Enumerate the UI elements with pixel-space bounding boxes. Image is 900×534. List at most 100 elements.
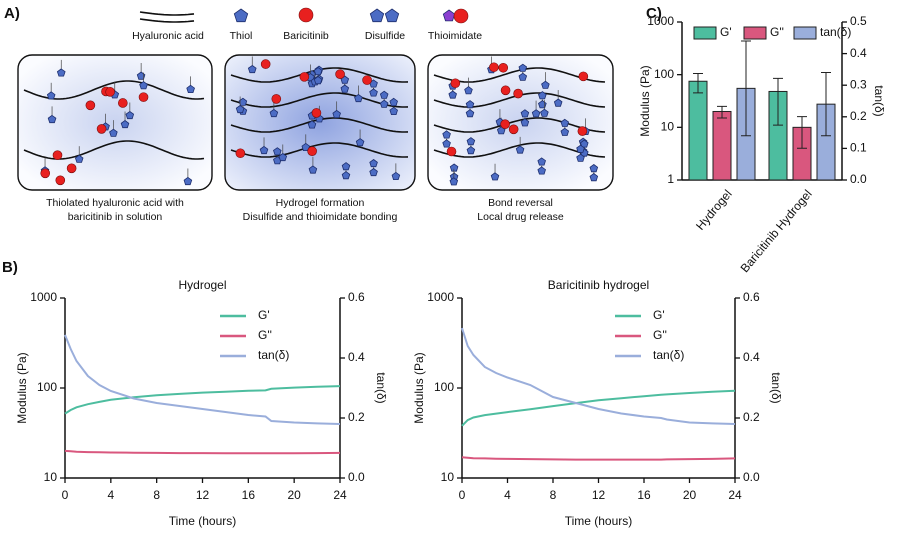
thiol-icon [341, 162, 351, 171]
y2-tick-label: 0.2 [850, 109, 867, 123]
thiol-icon [313, 76, 323, 85]
drug-icon [260, 59, 271, 69]
drug-icon [66, 163, 77, 174]
thiol-icon [340, 84, 350, 93]
y2-axis-label: tan(δ) [769, 372, 783, 403]
thiol-icon [238, 97, 248, 106]
thiol-icon [354, 94, 363, 103]
error-bar [821, 72, 831, 137]
thiol-icon [576, 153, 585, 162]
x-tick-label: 12 [592, 488, 606, 502]
bar [712, 110, 732, 181]
legend-label: G'' [653, 328, 667, 342]
thiol-icon [531, 109, 541, 118]
y-tick-label: 1000 [427, 290, 454, 304]
thiol-icon [120, 120, 130, 129]
drug-icon [298, 7, 314, 23]
x-tick-label: 0 [459, 488, 466, 502]
caption: Local drug release [477, 211, 564, 223]
legend-label: G' [720, 25, 732, 39]
drug-icon [500, 85, 511, 96]
drug-icon [362, 75, 372, 85]
thiol-icon [74, 154, 84, 163]
error-bar [773, 77, 783, 126]
thiol-icon [273, 147, 282, 156]
thiol-icon [369, 168, 378, 177]
y-tick-label: 1000 [30, 290, 57, 304]
thiol-icon [369, 88, 378, 97]
thiol-icon [384, 8, 400, 23]
data-line [461, 327, 736, 425]
y-axis-label: Modulus (Pa) [638, 65, 652, 136]
drug-icon [453, 8, 469, 24]
thiol-icon [233, 8, 249, 23]
thiol-icon [520, 109, 530, 118]
x-tick-label: 20 [683, 488, 697, 502]
legend-label: tan(δ) [653, 348, 684, 362]
caption: Hydrogel formation [276, 197, 365, 209]
thiol-icon [46, 91, 56, 100]
y2-tick-label: 0.6 [348, 290, 365, 304]
chart-title: Baricitinib hydrogel [548, 278, 649, 292]
polymer-chain [230, 142, 409, 158]
legend-label: tan(δ) [820, 25, 851, 39]
y2-tick-label: 0.4 [743, 350, 760, 364]
drug-icon [489, 62, 499, 73]
polymer-chain [23, 80, 205, 100]
drug-icon [235, 148, 246, 159]
legend-label: Thiol [230, 30, 253, 42]
thiol-icon [448, 90, 457, 99]
y2-axis-label: tan(δ) [374, 372, 388, 403]
y2-tick-label: 0.4 [348, 350, 365, 364]
x-tick-label: 12 [196, 488, 210, 502]
legend-label: Disulfide [365, 30, 405, 42]
drug-icon [311, 108, 322, 118]
thiol-icon [109, 128, 118, 137]
y2-tick-label: 0.3 [850, 77, 867, 91]
y-tick-label: 100 [434, 380, 454, 394]
legend-swatch [743, 26, 767, 40]
polymer-chain [433, 67, 606, 83]
thiol-icon [553, 98, 563, 107]
thiol-icon [580, 139, 589, 148]
polymer-chain [139, 11, 195, 16]
error-bar [717, 105, 727, 119]
drug-icon [446, 146, 457, 157]
panel-label: A) [4, 5, 20, 22]
thiol-icon [379, 90, 389, 99]
y2-tick-label: 0.6 [743, 290, 760, 304]
thiol-icon [278, 153, 288, 162]
legend-label: tan(δ) [258, 348, 289, 362]
drug-icon [498, 62, 509, 73]
polymer-chain [230, 92, 409, 108]
y-tick-label: 10 [44, 470, 58, 484]
panel-label: C) [646, 5, 662, 22]
data-line [64, 449, 341, 455]
thiol-icon [589, 164, 599, 173]
y-axis-label: Modulus (Pa) [15, 352, 29, 423]
thiol-icon [465, 109, 475, 118]
thiol-icon [139, 81, 148, 90]
thiol-icon [576, 144, 585, 153]
thiol-icon [136, 71, 146, 80]
thiol-icon [518, 63, 528, 72]
drug-icon [508, 124, 519, 135]
drug-icon [500, 119, 510, 129]
drug-icon [105, 87, 115, 97]
thiol-icon [442, 139, 451, 148]
drug-icon [52, 150, 63, 160]
drug-icon [40, 168, 51, 179]
thiol-icon [537, 166, 546, 175]
thiol-icon [355, 138, 365, 147]
x-tick-label: Baricitinib Hydrogel [738, 187, 815, 275]
thiol-icon [560, 118, 570, 127]
drug-icon [513, 88, 523, 99]
bar [688, 80, 708, 181]
y2-tick-label: 0.1 [850, 141, 867, 155]
thiol-icon [313, 67, 323, 76]
y-tick-label: 10 [661, 120, 675, 134]
thiol-icon [47, 114, 57, 124]
polymer-chain [433, 117, 606, 133]
x-tick-label: 16 [637, 488, 651, 502]
